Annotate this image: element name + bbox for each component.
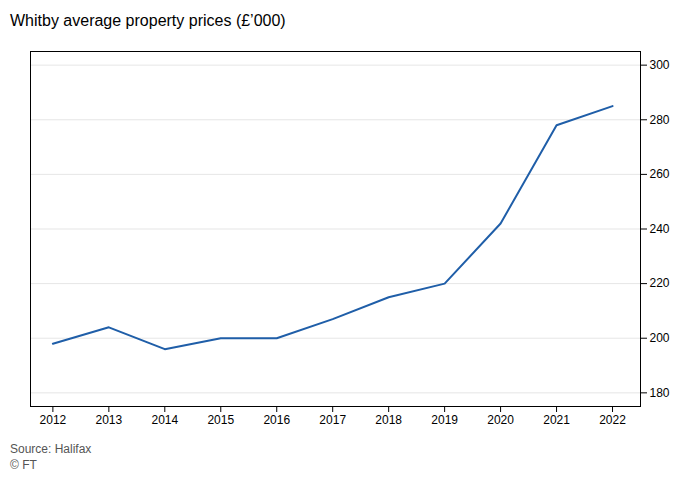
svg-text:2020: 2020 <box>487 413 514 427</box>
svg-text:240: 240 <box>650 222 670 236</box>
svg-text:300: 300 <box>650 58 670 72</box>
svg-text:2014: 2014 <box>151 413 178 427</box>
svg-text:2016: 2016 <box>263 413 290 427</box>
svg-text:2019: 2019 <box>431 413 458 427</box>
svg-text:180: 180 <box>650 386 670 400</box>
svg-text:2013: 2013 <box>95 413 122 427</box>
html-text:Source: Halifax: Source: Halifax <box>10 442 92 456</box>
svg-text:2021: 2021 <box>543 413 570 427</box>
svg-text:220: 220 <box>650 276 670 290</box>
html-text:© FT: © FT <box>10 458 37 472</box>
svg-text:2012: 2012 <box>40 413 67 427</box>
svg-text:2015: 2015 <box>207 413 234 427</box>
svg-text:200: 200 <box>650 331 670 345</box>
svg-text:2022: 2022 <box>599 413 626 427</box>
svg-text:260: 260 <box>650 167 670 181</box>
svg-text:280: 280 <box>650 113 670 127</box>
html-text:Whitby average property prices: Whitby average property prices (£’000) <box>10 12 286 29</box>
svg-text:2017: 2017 <box>319 413 346 427</box>
svg-text:2018: 2018 <box>375 413 402 427</box>
